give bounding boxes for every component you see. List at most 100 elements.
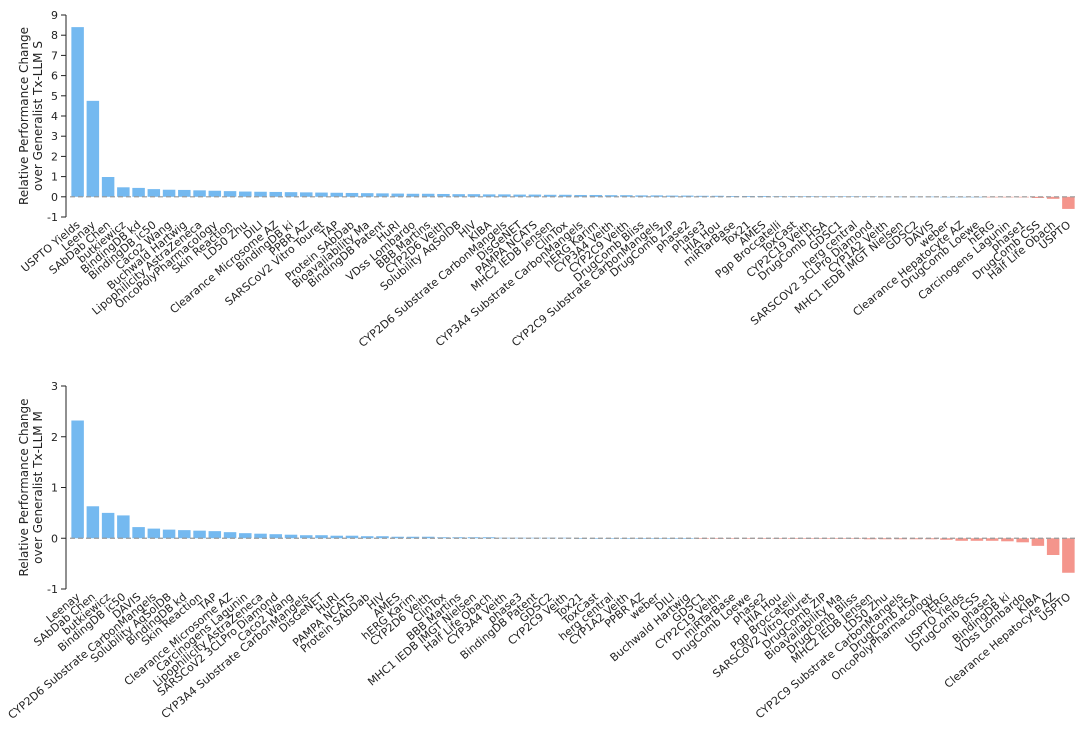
bar xyxy=(452,194,465,197)
bar xyxy=(132,187,145,197)
bar xyxy=(559,194,572,197)
bar xyxy=(315,535,328,539)
y-tick-label: 5 xyxy=(51,90,58,103)
y-tick-label: 3 xyxy=(51,380,58,393)
bar xyxy=(650,195,664,197)
y-axis-label-line: Relative Performance Change xyxy=(17,398,31,576)
bar xyxy=(1031,538,1045,546)
bar xyxy=(742,195,755,197)
bar xyxy=(742,538,755,539)
bar xyxy=(711,195,725,197)
bar xyxy=(1016,538,1029,543)
y-tick-label: 3 xyxy=(51,130,58,143)
bar xyxy=(955,538,968,541)
bar xyxy=(101,177,115,197)
bar xyxy=(421,193,435,197)
bar xyxy=(543,194,557,197)
bar xyxy=(1046,538,1060,555)
bar xyxy=(300,535,313,539)
bar xyxy=(162,529,176,539)
bar xyxy=(726,538,740,539)
bar xyxy=(1001,538,1014,542)
bar xyxy=(360,536,374,539)
bar xyxy=(406,536,420,539)
y-tick-label: 1 xyxy=(51,171,58,184)
bar xyxy=(71,27,84,197)
bar xyxy=(574,194,587,197)
bar xyxy=(391,536,404,539)
y-tick-label: -1 xyxy=(47,211,58,224)
y-axis-label-line: Relative Performance Change xyxy=(17,27,31,205)
bar xyxy=(178,189,191,197)
bar xyxy=(757,538,770,539)
bar xyxy=(330,192,343,197)
y-axis-label: Relative Performance Changeover Generali… xyxy=(17,27,45,205)
bar xyxy=(574,538,587,539)
bar xyxy=(513,194,526,197)
bar xyxy=(391,193,404,197)
bar xyxy=(635,195,648,197)
bar xyxy=(162,189,176,197)
bar xyxy=(437,193,450,197)
bar xyxy=(482,194,496,197)
bar xyxy=(726,195,740,197)
bar xyxy=(924,538,938,540)
bar xyxy=(940,538,953,540)
bar xyxy=(254,533,267,539)
bar xyxy=(711,538,725,539)
bar xyxy=(86,506,100,539)
y-tick-label: 2 xyxy=(51,150,58,163)
y-axis-label-line: over Generalist Tx-LLM M xyxy=(31,411,45,564)
bar xyxy=(909,538,923,540)
bar xyxy=(178,530,191,539)
bar xyxy=(559,537,572,539)
bar xyxy=(147,189,161,197)
chart-panel-tx-llm-s: -1 0 1 2 3 4 5 6 7 8 9 Relative Performance Changeo… xyxy=(17,9,1076,350)
bar xyxy=(1031,196,1045,199)
bar xyxy=(681,195,694,197)
bar xyxy=(269,191,283,197)
bar xyxy=(1062,538,1075,573)
bar xyxy=(132,527,145,539)
bar xyxy=(254,191,267,197)
y-tick-label: 4 xyxy=(51,110,58,123)
bar xyxy=(924,196,938,198)
y-tick-label: 0 xyxy=(51,532,58,545)
bar xyxy=(239,191,252,197)
bar xyxy=(879,196,892,198)
bar xyxy=(589,194,603,197)
bar xyxy=(345,192,359,197)
bar xyxy=(665,195,679,197)
bar xyxy=(284,192,298,197)
bar xyxy=(117,187,130,197)
bar xyxy=(345,535,359,539)
chart-panel-tx-llm-m: -1 0 1 2 3 Relative Performance Changeover Ge… xyxy=(6,380,1076,722)
bar xyxy=(193,190,206,197)
bar xyxy=(467,194,481,197)
y-axis-label-line: over Generalist Tx-LLM S xyxy=(31,41,45,191)
y-tick-label: 2 xyxy=(51,431,58,444)
bar xyxy=(1062,196,1075,209)
bar xyxy=(193,530,206,539)
bar xyxy=(498,194,511,197)
bar xyxy=(223,532,237,539)
bar xyxy=(330,535,343,539)
bar xyxy=(909,196,923,198)
bar xyxy=(589,538,603,539)
bar xyxy=(300,192,313,197)
y-tick-label: 9 xyxy=(51,9,58,22)
bar xyxy=(421,536,435,539)
bar xyxy=(284,534,298,539)
bar xyxy=(117,515,130,539)
bar xyxy=(620,195,633,197)
bar xyxy=(894,538,907,540)
bar xyxy=(757,195,770,197)
bar xyxy=(71,420,84,539)
bar xyxy=(528,194,542,197)
bar xyxy=(208,190,222,197)
y-axis-label: Relative Performance Changeover Generali… xyxy=(17,398,45,576)
bar xyxy=(86,100,100,197)
bar xyxy=(101,512,115,539)
bar xyxy=(376,536,389,539)
